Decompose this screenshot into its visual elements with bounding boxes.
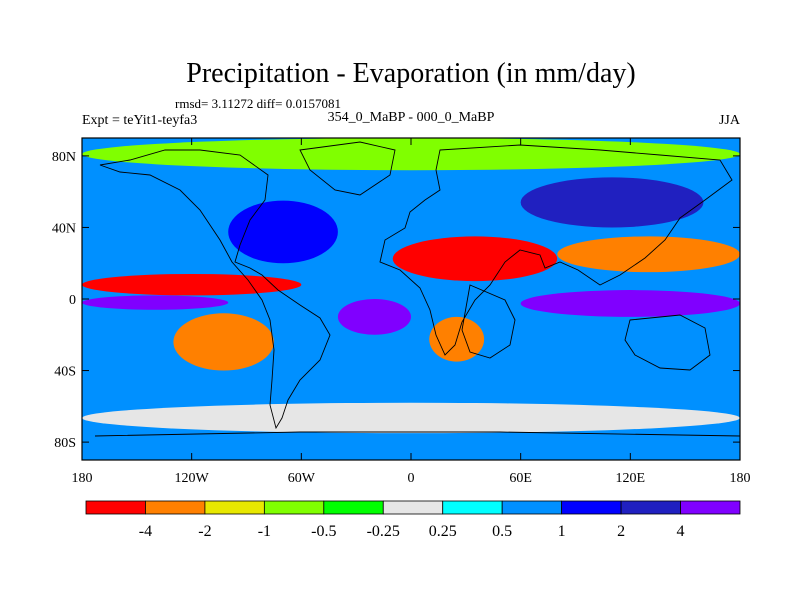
field-region-1 — [82, 273, 302, 296]
map-axes: 180 120W 60W 0 60E 120E 180 80N 40N 0 40S 80S — [52, 138, 751, 486]
colorbar-label: 0.25 — [429, 523, 457, 540]
x-tick-label: 120E — [616, 471, 646, 486]
field-region-0 — [82, 138, 740, 171]
field-region-2 — [82, 295, 229, 310]
x-tick-label: 60E — [509, 471, 532, 486]
x-tick-label: 60W — [288, 471, 316, 486]
y-tick-label: 40S — [54, 365, 76, 380]
colorbar-box — [561, 500, 622, 515]
chart-subtitle: rmsd= 3.11272 diff= 0.0157081 — [175, 96, 341, 111]
y-tick-label: 80N — [52, 150, 76, 165]
field-region-4 — [337, 299, 412, 335]
x-tick-label: 120W — [175, 471, 210, 486]
x-tick-label: 180 — [730, 471, 751, 486]
colorbar-label: 0.5 — [492, 523, 512, 540]
x-tick-label: 180 — [72, 471, 93, 486]
colorbar-label: 2 — [617, 523, 625, 540]
colorbar-box — [204, 500, 265, 515]
center-string: 354_0_MaBP - 000_0_MaBP — [328, 110, 495, 125]
colorbar-label: -2 — [198, 523, 211, 540]
colorbar-label: -0.5 — [311, 523, 336, 540]
colorbar-box — [501, 500, 563, 515]
coastlines — [94, 141, 740, 437]
colorbar-label: 1 — [558, 523, 566, 540]
field-region-10 — [228, 200, 338, 264]
y-tick-label: 80S — [54, 436, 76, 451]
colorbar-box — [680, 500, 741, 515]
left-string: Expt = teYit1-teyfa3 — [82, 113, 197, 128]
colorbar-box — [323, 500, 384, 515]
chart-title: Precipitation - Evaporation (in mm/day) — [186, 58, 635, 89]
y-tick-label: 0 — [69, 293, 76, 308]
colorbar-label: 4 — [677, 523, 685, 540]
field-region-9 — [82, 402, 740, 434]
x-tick-label: 0 — [408, 471, 415, 486]
colorbar: -4 -2 -1 -0.5 -0.25 0.25 0.5 1 2 4 — [85, 500, 741, 540]
field-region-3 — [173, 313, 274, 371]
colorbar-box — [620, 500, 681, 515]
field-region-7 — [520, 290, 740, 317]
field-region-11 — [520, 177, 704, 228]
colorbar-label: -0.25 — [367, 523, 400, 540]
y-tick-label: 40N — [52, 221, 76, 236]
colorbar-label: -1 — [258, 523, 271, 540]
field-region-5 — [392, 236, 558, 282]
colorbar-box — [85, 500, 146, 515]
right-string: JJA — [719, 113, 741, 128]
colorbar-box — [382, 500, 444, 515]
colorbar-box — [263, 500, 325, 515]
map-field — [82, 138, 740, 460]
colorbar-label: -4 — [139, 523, 152, 540]
colorbar-box — [145, 500, 206, 515]
colorbar-box — [442, 500, 503, 515]
